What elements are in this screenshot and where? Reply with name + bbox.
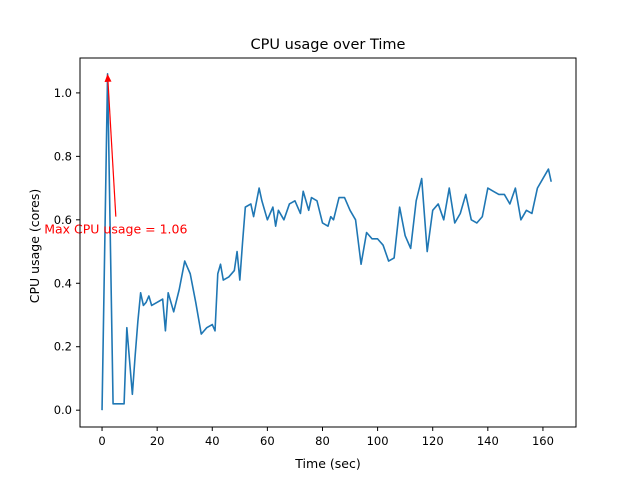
annotation-arrow-shaft	[107, 81, 117, 217]
y-tick-label: 0.0	[54, 403, 72, 417]
x-tick-label: 120	[422, 434, 444, 448]
y-tick-label: 0.8	[54, 149, 72, 163]
x-axis-ticks: 0 20 40 60 80 100 120 140 160	[98, 427, 554, 448]
x-tick-label: 0	[98, 434, 105, 448]
plot-series	[101, 73, 552, 411]
x-tick-label: 140	[477, 434, 499, 448]
chart-title: CPU usage over Time	[251, 37, 406, 53]
y-tick-label: 0.2	[54, 340, 72, 354]
y-axis-ticks: 0.0 0.2 0.4 0.6 0.8 1.0	[54, 86, 80, 417]
x-axis-label: Time (sec)	[294, 456, 360, 471]
annotation-label: Max CPU usage = 1.06	[44, 222, 187, 237]
series-line	[101, 73, 552, 411]
x-tick-label: 80	[315, 434, 330, 448]
plot-area-frame	[79, 57, 577, 428]
y-tick-label: 0.6	[54, 213, 72, 227]
x-tick-label: 60	[260, 434, 275, 448]
x-tick-label: 160	[532, 434, 554, 448]
annotation-arrow-head	[104, 73, 112, 83]
y-tick-label: 1.0	[54, 86, 72, 100]
y-tick-label: 0.4	[54, 276, 72, 290]
x-tick-label: 40	[205, 434, 220, 448]
y-axis-label: CPU usage (cores)	[27, 189, 42, 303]
x-tick-label: 20	[150, 434, 165, 448]
x-tick-label: 100	[367, 434, 389, 448]
